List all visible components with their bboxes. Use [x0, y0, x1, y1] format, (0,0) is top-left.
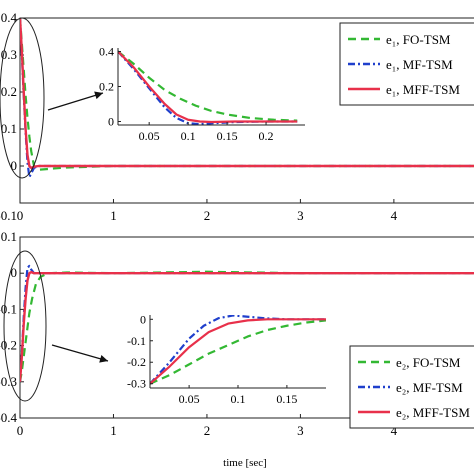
- inset-y-tick-label: 0.4: [99, 45, 114, 59]
- y-tick-label: 0.3: [1, 47, 17, 62]
- inset-y-tick-label: 0: [108, 115, 114, 129]
- legend: e₂, FO-TSM e₂, MF-TSM e₂, MFF-TSM: [349, 345, 474, 429]
- series-lines: [20, 18, 474, 179]
- inset-x-tick-label: 0.1: [181, 129, 196, 143]
- inset-series-line-3: [118, 50, 298, 124]
- y-tick-label: 0: [11, 158, 18, 173]
- legend-entry-3: e₁, MFF-TSM: [386, 82, 460, 97]
- inset-x-tick-label: 0.15: [217, 129, 238, 143]
- x-tick-label: 2: [204, 208, 211, 223]
- inset-y-tick-label: 0: [140, 312, 146, 326]
- inset-chart: 0.05 0.1 0.15 0.2 0.4 0.2 0: [99, 45, 305, 143]
- x-tick-label: 4: [391, 208, 398, 223]
- legend-entry-1: e₁, FO-TSM: [386, 32, 451, 47]
- x-tick-label: 4: [391, 423, 398, 438]
- y-tick-label: -0.1: [0, 208, 17, 223]
- y-tick-label: 0.2: [1, 84, 17, 99]
- inset-chart: 0.05 0.1 0.15 0 -0.1 -0.2 -0.3: [127, 312, 326, 406]
- inset-series-line-1: [150, 319, 326, 385]
- x-tick-label: 1: [110, 423, 117, 438]
- plot-frame: [19, 236, 474, 419]
- y-tick-label: 0: [11, 265, 18, 280]
- zoom-arrow: [47, 92, 104, 111]
- inset-series-line-3: [150, 318, 326, 385]
- legend-box: [339, 22, 474, 106]
- inset-background: [118, 48, 305, 125]
- inset-series-lines: [150, 315, 326, 385]
- inset-x-tick-label: 0.05: [139, 129, 160, 143]
- inset-y-tick-label: -0.3: [127, 377, 146, 391]
- zoom-arrow-head: [99, 354, 108, 363]
- plot-frame: [19, 17, 474, 204]
- inset-x-tick-label: 0.05: [179, 392, 200, 406]
- inset-x-tick-label: 0.1: [231, 392, 246, 406]
- inset-background: [150, 315, 326, 388]
- y-tick-label: -0.4: [0, 410, 17, 425]
- x-tick-label: 1: [110, 208, 117, 223]
- inset-x-tick-label: 0.15: [276, 392, 297, 406]
- legend-entry-2: e₂, MF-TSM: [396, 380, 463, 395]
- inset-series-line-1: [118, 50, 298, 122]
- legend-box: [349, 345, 474, 429]
- zoom-ellipse: [0, 17, 45, 179]
- x-tick-label: 3: [297, 423, 304, 438]
- legend-entry-1: e₂, FO-TSM: [396, 355, 461, 370]
- y-tick-label: -0.2: [0, 338, 17, 353]
- bottom-chart: 0 1 2 3 4 0.1 0 -0.1 -0.2 -0.3 -0.4 0.05 0.1 0.15 0 -0.…: [0, 229, 474, 438]
- x-tick-label: 0: [17, 208, 24, 223]
- inset-y-tick-label: 0.2: [99, 80, 114, 94]
- legend-entry-2: e₁, MF-TSM: [386, 57, 453, 72]
- series-line-3: [20, 18, 474, 170]
- inset-y-tick-label: -0.2: [127, 355, 146, 369]
- zoom-ellipse: [3, 250, 47, 402]
- y-tick-label: -0.3: [0, 374, 17, 389]
- x-axis-label: time [sec]: [223, 457, 267, 469]
- y-tick-label: 0.1: [1, 229, 17, 244]
- x-tick-label: 3: [297, 208, 304, 223]
- series-line-1: [20, 270, 474, 382]
- zoom-arrow: [51, 344, 109, 362]
- top-chart: 012340.40.30.20.10-0.10.050.10.150.20.40…: [0, 10, 474, 223]
- inset-y-tick-label: -0.1: [127, 334, 146, 348]
- inset-x-tick-label: 0.2: [259, 129, 274, 143]
- legend-entry-3: e₂, MFF-TSM: [396, 405, 470, 420]
- zoom-arrow-head: [94, 91, 103, 100]
- series-line-3: [20, 270, 474, 382]
- series-lines: [20, 264, 474, 382]
- x-tick-label: 2: [204, 423, 211, 438]
- y-tick-label: -0.1: [0, 301, 17, 316]
- y-tick-label: 0.1: [1, 121, 17, 136]
- y-tick-label: 0.4: [1, 10, 18, 25]
- x-tick-label: 0: [17, 423, 24, 438]
- legend: e₁, FO-TSM e₁, MF-TSM e₁, MFF-TSM: [339, 22, 474, 106]
